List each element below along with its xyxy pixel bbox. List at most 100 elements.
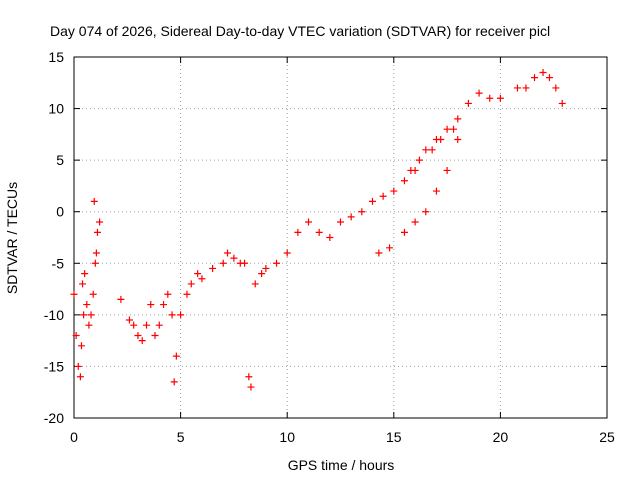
data-point: [422, 208, 430, 216]
data-point: [251, 280, 259, 288]
data-point: [449, 125, 457, 133]
data-point: [358, 208, 366, 216]
data-point: [545, 74, 553, 82]
data-point: [92, 249, 100, 257]
data-point: [160, 301, 168, 309]
data-point: [368, 197, 376, 205]
data-point: [183, 290, 191, 298]
data-point: [400, 228, 408, 236]
data-point: [77, 342, 85, 350]
data-point: [454, 136, 462, 144]
data-point: [390, 187, 398, 195]
data-point: [375, 249, 383, 257]
data-point: [262, 264, 270, 272]
data-point: [117, 295, 125, 303]
data-point: [79, 280, 87, 288]
data-point: [187, 280, 195, 288]
data-point: [209, 264, 217, 272]
grid: [74, 57, 607, 418]
data-point: [172, 352, 180, 360]
data-point: [305, 218, 313, 226]
data-point: [96, 218, 104, 226]
data-point: [93, 228, 101, 236]
data-point: [486, 94, 494, 102]
data-point: [258, 270, 266, 278]
plot-frame: [73, 56, 608, 419]
data-point: [90, 197, 98, 205]
data-point: [411, 218, 419, 226]
data-point: [513, 84, 521, 92]
data-point: [89, 290, 97, 298]
data-point: [315, 228, 323, 236]
data-point: [400, 177, 408, 185]
data-point: [87, 311, 95, 319]
data-point: [552, 84, 560, 92]
data-point: [415, 156, 423, 164]
data-point: [134, 331, 142, 339]
x-tick-label: 10: [279, 429, 295, 445]
data-point: [245, 373, 253, 381]
data-point: [443, 166, 451, 174]
data-point: [454, 115, 462, 123]
data-point: [283, 249, 291, 257]
data-point: [347, 213, 355, 221]
data-point: [241, 259, 249, 267]
data-point: [168, 311, 176, 319]
y-tick-label: -10: [44, 307, 64, 323]
data-point: [76, 373, 84, 381]
data-point: [432, 187, 440, 195]
data-point: [428, 146, 436, 154]
data-point: [72, 331, 80, 339]
data-point: [224, 249, 232, 257]
axis-ticks: 0 5 10 15 20 25 -20 -15 -10 -5 0 5 10 15: [44, 49, 615, 445]
data-point: [164, 290, 172, 298]
data-point: [522, 84, 530, 92]
data-point: [422, 146, 430, 154]
data-point: [80, 311, 88, 319]
data-point: [198, 275, 206, 283]
x-tick-label: 5: [177, 429, 185, 445]
data-point: [475, 89, 483, 97]
data-point: [125, 316, 133, 324]
data-point: [138, 337, 146, 345]
y-tick-label: 10: [48, 101, 64, 117]
data-point: [91, 259, 99, 267]
data-point: [437, 136, 445, 144]
x-tick-label: 15: [386, 429, 402, 445]
data-point: [85, 321, 93, 329]
data-point: [294, 228, 302, 236]
data-point: [74, 362, 82, 370]
y-axis-label: SDTVAR / TECUs: [4, 182, 20, 294]
data-point: [147, 301, 155, 309]
data-point: [443, 125, 451, 133]
data-point: [130, 321, 138, 329]
data-point: [177, 311, 185, 319]
y-tick-label: -15: [44, 358, 64, 374]
data-point: [326, 234, 334, 241]
data-point: [386, 244, 394, 252]
data-point: [70, 290, 78, 298]
data-point: [273, 259, 281, 267]
data-point: [558, 99, 566, 107]
x-axis-label: GPS time / hours: [288, 457, 395, 473]
data-point: [496, 94, 504, 102]
data-points: [70, 68, 566, 391]
data-point: [539, 68, 547, 76]
y-tick-label: 5: [56, 152, 64, 168]
data-point: [407, 166, 415, 174]
x-tick-label: 25: [599, 429, 615, 445]
data-point: [155, 321, 163, 329]
data-point: [230, 254, 238, 262]
data-point: [219, 259, 227, 267]
data-point: [379, 192, 387, 200]
chart-title: Day 074 of 2026, Sidereal Day-to-day VTE…: [50, 23, 550, 39]
x-tick-label: 0: [70, 429, 78, 445]
data-point: [170, 378, 178, 386]
y-tick-label: -20: [44, 410, 64, 426]
data-point: [194, 270, 202, 278]
data-point: [151, 331, 159, 339]
y-tick-label: 15: [48, 49, 64, 65]
data-point: [464, 99, 472, 107]
data-point: [337, 218, 344, 226]
